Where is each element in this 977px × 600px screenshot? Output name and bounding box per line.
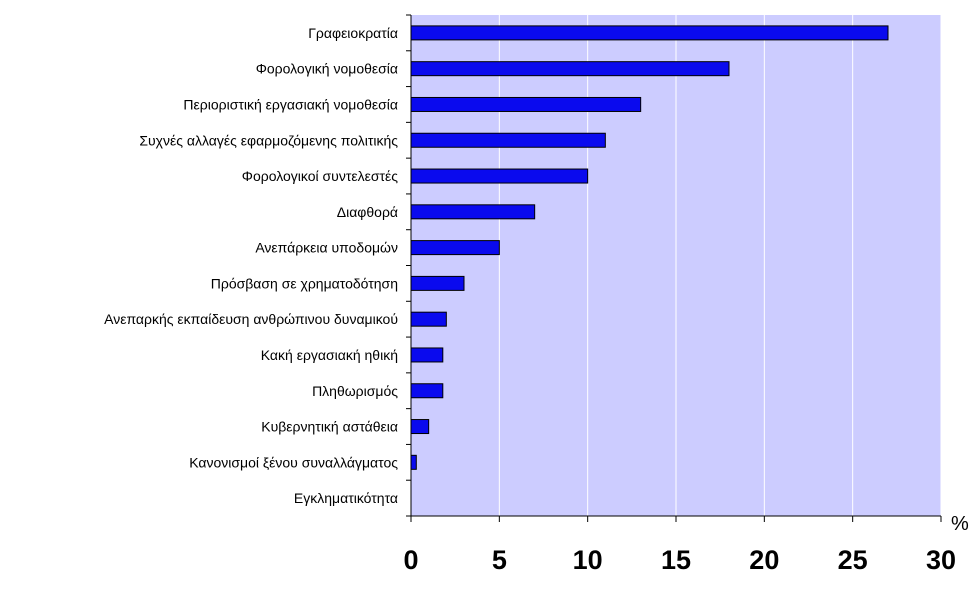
bar-6	[410, 240, 500, 256]
category-label-13: Εγκληματικότητα	[294, 490, 398, 506]
category-label-4: Φορολογικοί συντελεστές	[242, 168, 398, 184]
category-label-12: Κανονισμοί ξένου συναλλάγματος	[189, 454, 398, 470]
bar-3	[410, 132, 606, 148]
category-label-11: Κυβερνητική αστάθεια	[261, 419, 398, 435]
bar-7	[410, 275, 465, 291]
bar-8	[410, 311, 447, 327]
category-label-7: Πρόσβαση σε χρηματοδότηση	[211, 275, 398, 291]
x-tick-label-25: 25	[838, 545, 868, 575]
bar-1	[410, 61, 730, 77]
category-label-1: Φορολογική νομοθεσία	[256, 61, 398, 77]
bar-12	[410, 454, 417, 470]
category-label-0: Γραφειοκρατία	[308, 25, 398, 41]
x-tick-label-10: 10	[573, 545, 603, 575]
bar-9	[410, 347, 444, 363]
x-tick-label-0: 0	[403, 545, 418, 575]
category-label-6: Ανεπάρκεια υποδομών	[255, 240, 398, 256]
x-tick-label-5: 5	[492, 545, 507, 575]
bar-4	[410, 168, 589, 184]
x-tick-label-30: 30	[926, 545, 956, 575]
bar-0	[410, 25, 889, 41]
category-label-2: Περιοριστική εργασιακή νομοθεσία	[183, 96, 398, 112]
bar-10	[410, 383, 444, 399]
bar-2	[410, 96, 642, 112]
category-label-8: Ανεπαρκής εκπαίδευση ανθρώπινου δυναμικο…	[104, 311, 398, 327]
x-tick-label-15: 15	[661, 545, 691, 575]
x-axis-unit-label: %	[951, 513, 969, 535]
category-label-3: Συχνές αλλαγές εφαρμοζόμενης πολιτικής	[139, 132, 398, 148]
bar-5	[410, 204, 536, 220]
x-tick-label-20: 20	[749, 545, 779, 575]
category-label-10: Πληθωρισμός	[312, 383, 398, 399]
category-label-9: Κακή εργασιακή ηθική	[261, 347, 398, 363]
bar-11	[410, 419, 430, 435]
category-label-5: Διαφθορά	[337, 204, 398, 220]
